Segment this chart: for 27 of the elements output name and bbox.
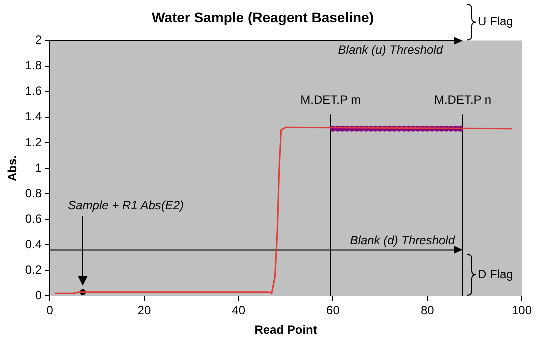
- y-tick-label: 1: [35, 160, 42, 175]
- annotation: D Flag: [478, 268, 514, 282]
- ref-line-label: Blank (d) Threshold: [350, 234, 456, 248]
- ref-line-label: M.DET.P n: [434, 93, 492, 108]
- y-tick-label: 0.8: [25, 186, 42, 200]
- ref-line-label: Blank (u) Threshold: [338, 43, 444, 58]
- x-tick-label: 60: [326, 304, 340, 318]
- x-tick-label: 40: [232, 304, 246, 318]
- y-tick-label: 0.6: [25, 212, 42, 226]
- x-tick-label: 100: [512, 304, 532, 318]
- annotation: Sample + R1 Abs(E2): [68, 198, 184, 213]
- x-tick-label: 80: [420, 304, 435, 318]
- y-tick-label: 0.2: [25, 262, 42, 277]
- y-tick-label: 1.4: [25, 110, 42, 124]
- y-tick-label: 1.8: [25, 58, 42, 73]
- text: U Flag: [478, 14, 514, 29]
- y-tick-label: 1.2: [25, 135, 42, 150]
- y-tick-label: 2: [35, 33, 42, 48]
- ref-line-label: M.DET.P m: [300, 93, 362, 108]
- y-tick-label: 0: [35, 288, 42, 303]
- y-axis-title: Abs.: [6, 155, 20, 182]
- x-tick-label: 20: [138, 304, 152, 318]
- chart-title: Water Sample (Reagent Baseline): [152, 9, 374, 26]
- y-tick-label: 0.4: [25, 237, 42, 252]
- y-tick-label: 1.6: [25, 84, 42, 98]
- x-axis-title: Read Point: [254, 323, 318, 338]
- x-tick-label: 0: [46, 304, 54, 318]
